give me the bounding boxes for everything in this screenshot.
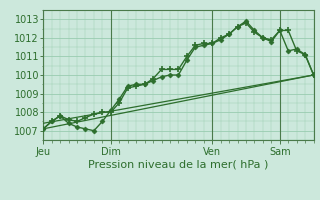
X-axis label: Pression niveau de la mer( hPa ): Pression niveau de la mer( hPa )	[88, 160, 268, 170]
